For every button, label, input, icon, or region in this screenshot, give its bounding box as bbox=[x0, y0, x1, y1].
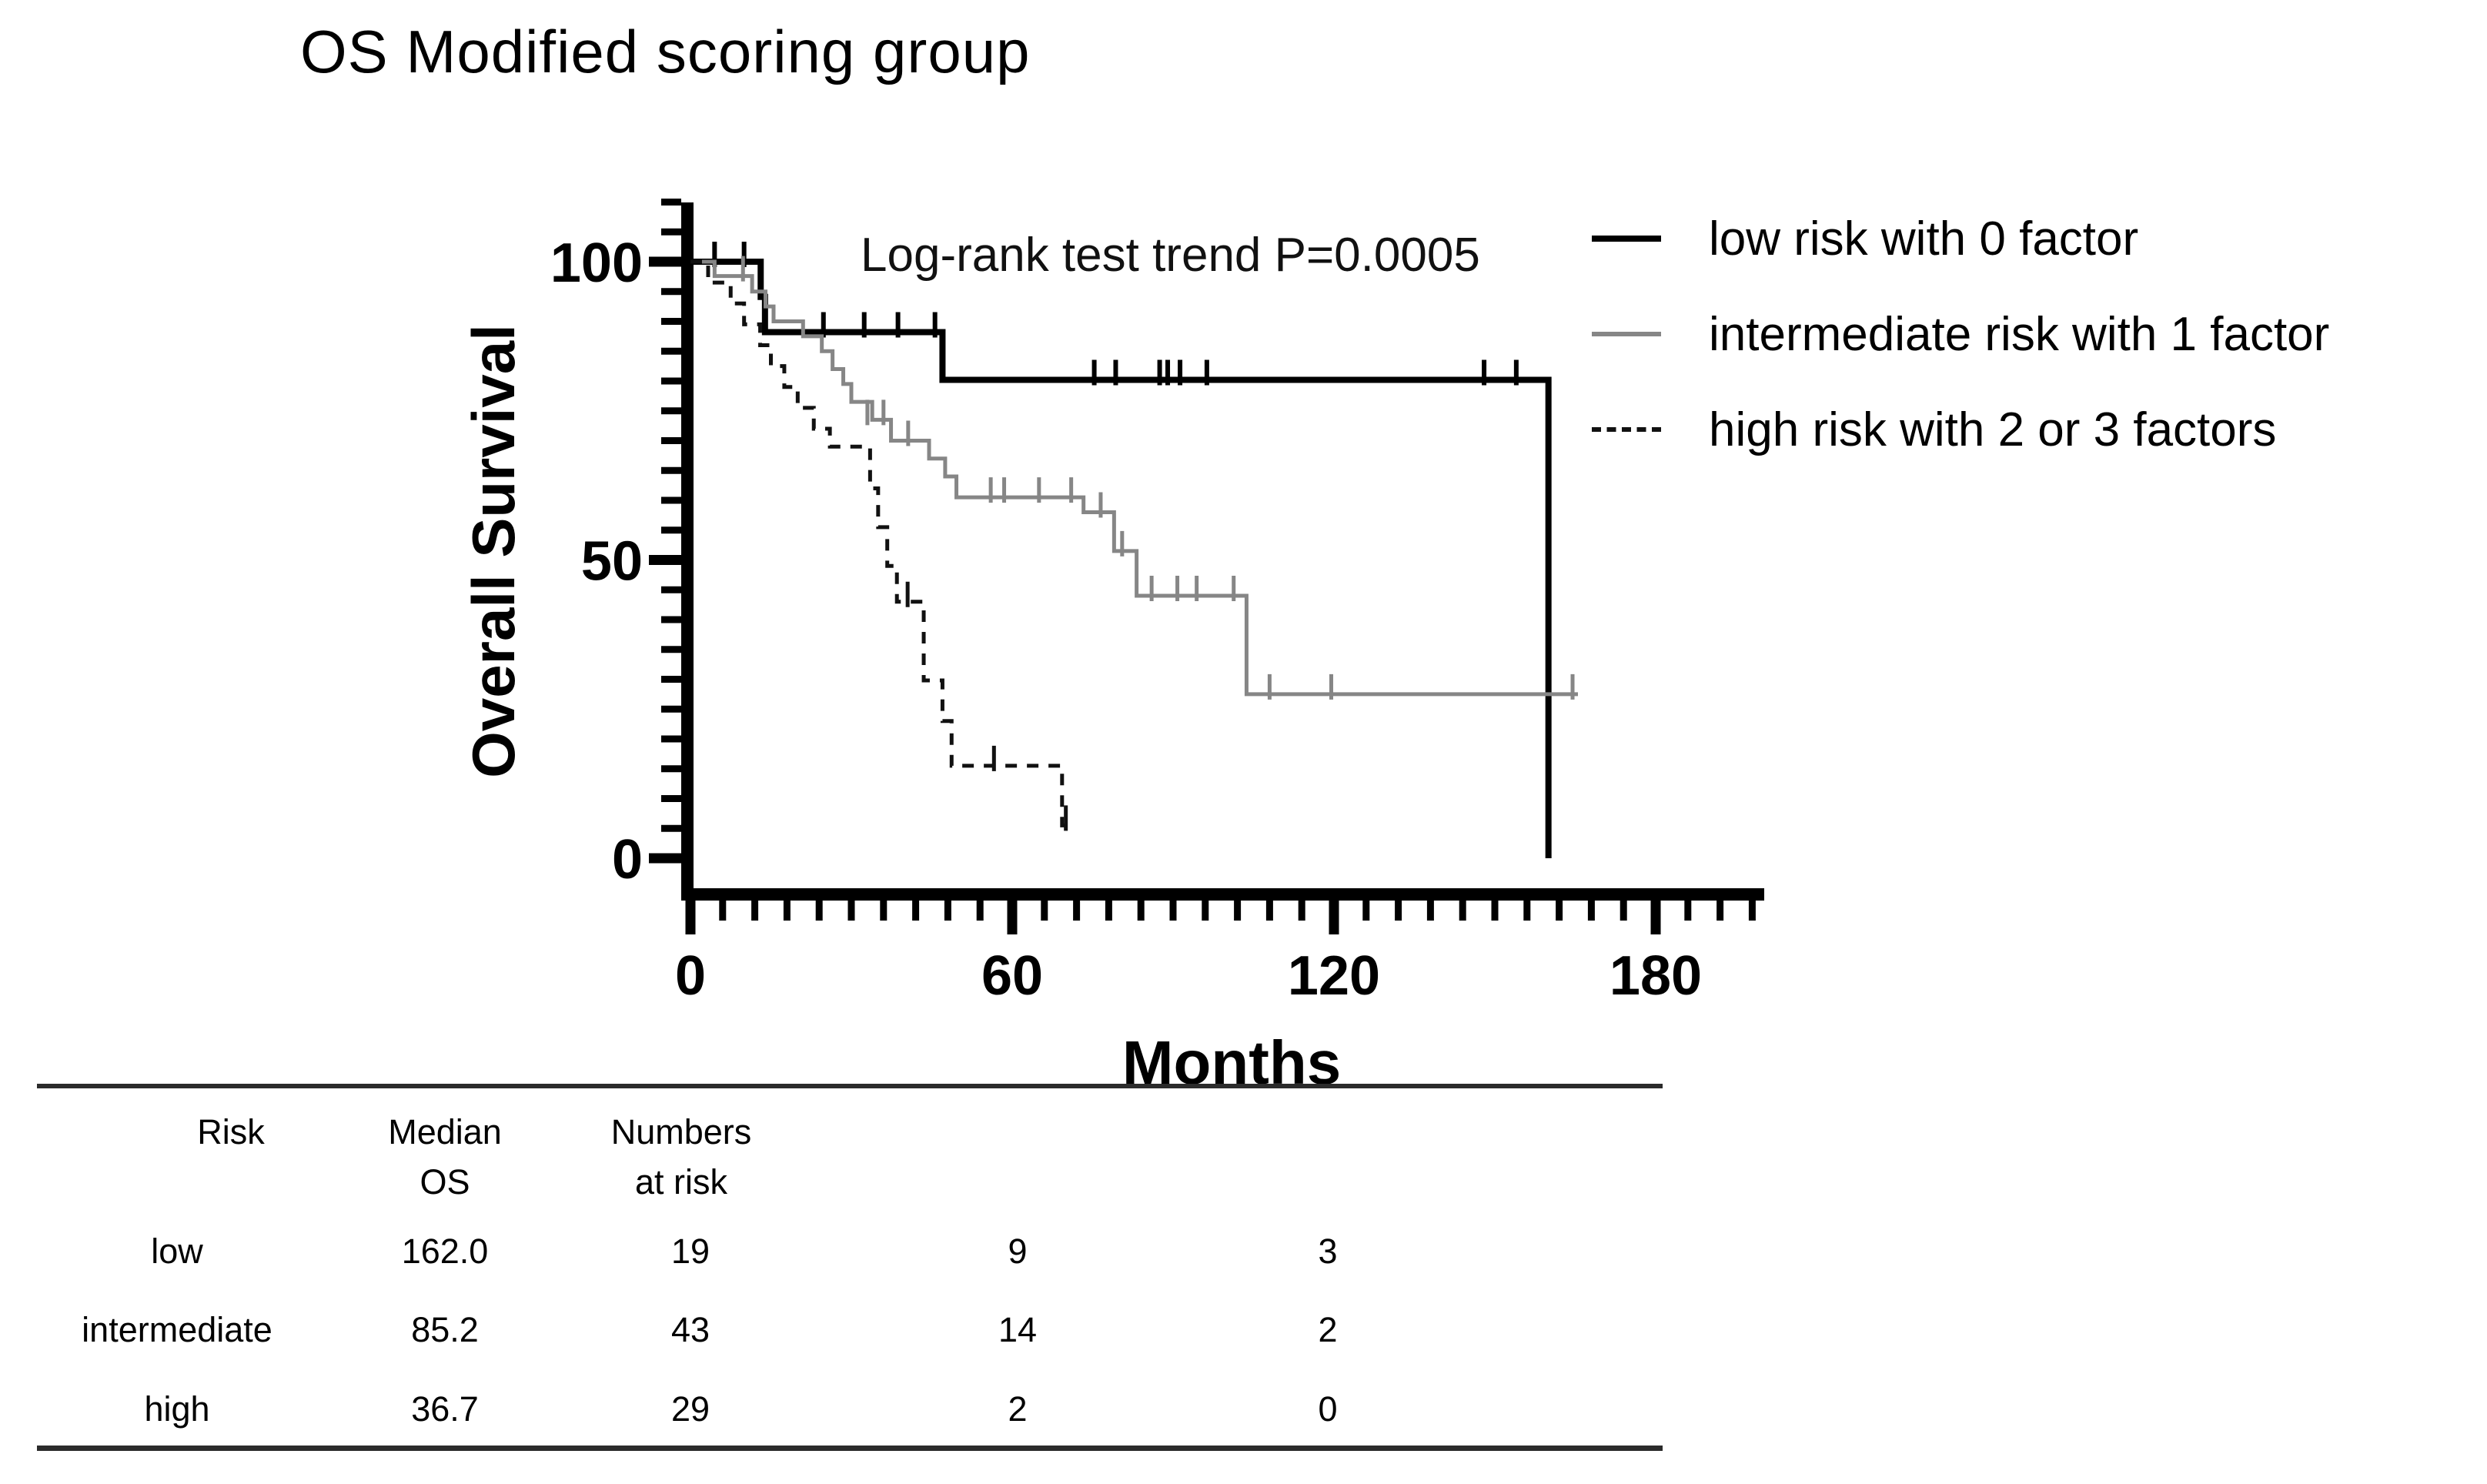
row-int-risk: intermediate bbox=[82, 1310, 272, 1349]
y-axis-label: Overall Survival bbox=[460, 324, 527, 778]
legend-item-high: high risk with 2 or 3 factors bbox=[1592, 399, 2276, 460]
legend-line-solid-black-icon bbox=[1592, 236, 1661, 242]
table-rule-bottom bbox=[37, 1446, 1663, 1451]
survival-curve-1 bbox=[690, 259, 1578, 697]
row-low-n0: 19 bbox=[670, 1232, 710, 1271]
legend-line-solid-gray-icon bbox=[1592, 332, 1661, 336]
legend-item-low: low risk with 0 factor bbox=[1592, 208, 2138, 269]
row-int-n0: 43 bbox=[670, 1310, 710, 1349]
row-high-median: 36.7 bbox=[411, 1389, 479, 1429]
table-rule-top bbox=[37, 1084, 1663, 1088]
x-tick-label: 0 bbox=[675, 945, 706, 1007]
row-low-n120: 3 bbox=[1318, 1232, 1338, 1271]
row-high-n60: 2 bbox=[1008, 1389, 1028, 1429]
table-header-median-line2: OS bbox=[420, 1162, 470, 1202]
legend-label: low risk with 0 factor bbox=[1709, 212, 2139, 266]
x-tick-label: 120 bbox=[1288, 945, 1380, 1007]
legend-item-intermediate: intermediate risk with 1 factor bbox=[1592, 303, 2329, 365]
row-low-n60: 9 bbox=[1008, 1232, 1028, 1271]
chart-title: OS Modified scoring group bbox=[300, 18, 1031, 85]
legend-line-dashed-black-icon bbox=[1592, 427, 1661, 432]
y-tick-label: 0 bbox=[612, 829, 643, 891]
x-tick-label: 180 bbox=[1610, 945, 1702, 1007]
table-header-risk: Risk bbox=[197, 1112, 265, 1151]
legend-label: intermediate risk with 1 factor bbox=[1709, 307, 2330, 361]
row-int-n60: 14 bbox=[998, 1310, 1038, 1349]
y-tick-label: 50 bbox=[581, 531, 643, 593]
table-header-numbers-line1: Numbers bbox=[610, 1112, 752, 1151]
row-int-n120: 2 bbox=[1318, 1310, 1338, 1349]
row-low-risk: low bbox=[151, 1232, 203, 1271]
row-high-n120: 0 bbox=[1318, 1389, 1338, 1429]
row-int-median: 85.2 bbox=[411, 1310, 479, 1349]
row-high-risk: high bbox=[144, 1389, 210, 1429]
logrank-annotation: Log-rank test trend P=0.0005 bbox=[861, 229, 1480, 282]
survival-curve-0 bbox=[690, 259, 1552, 858]
table-header-numbers-line2: at risk bbox=[634, 1162, 727, 1202]
x-tick-label: 60 bbox=[981, 945, 1043, 1007]
y-tick-label: 100 bbox=[550, 232, 643, 294]
row-high-n0: 29 bbox=[670, 1389, 710, 1429]
table-header-median-line1: Median bbox=[388, 1112, 502, 1151]
legend-label: high risk with 2 or 3 factors bbox=[1709, 403, 2277, 456]
survival-curve-2 bbox=[690, 259, 1068, 827]
row-low-median: 162.0 bbox=[401, 1232, 489, 1271]
